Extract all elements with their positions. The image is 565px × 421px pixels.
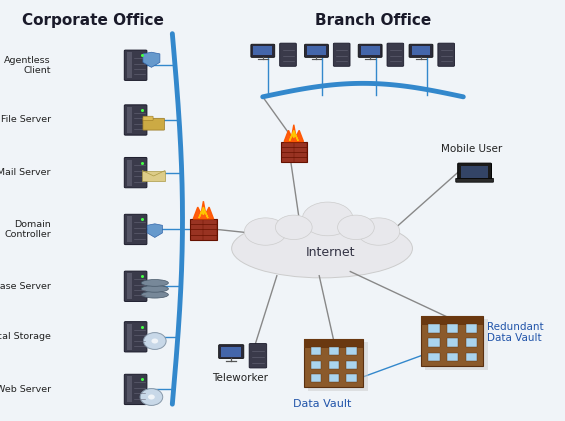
Ellipse shape bbox=[141, 285, 168, 292]
FancyBboxPatch shape bbox=[124, 105, 147, 135]
Text: Database Server: Database Server bbox=[0, 282, 51, 291]
Circle shape bbox=[140, 389, 163, 405]
Text: Teleworker: Teleworker bbox=[212, 373, 268, 383]
Text: Branch Office: Branch Office bbox=[315, 13, 431, 28]
FancyBboxPatch shape bbox=[251, 44, 275, 57]
Ellipse shape bbox=[302, 202, 353, 236]
FancyBboxPatch shape bbox=[346, 347, 357, 355]
FancyBboxPatch shape bbox=[127, 107, 132, 133]
Text: Data Vault: Data Vault bbox=[293, 399, 351, 409]
FancyBboxPatch shape bbox=[458, 163, 492, 180]
Text: Agentless
Client: Agentless Client bbox=[4, 56, 51, 75]
FancyBboxPatch shape bbox=[281, 141, 307, 162]
FancyBboxPatch shape bbox=[428, 353, 440, 361]
FancyBboxPatch shape bbox=[421, 316, 483, 366]
FancyBboxPatch shape bbox=[143, 118, 164, 130]
Text: Corporate Office: Corporate Office bbox=[22, 13, 164, 28]
FancyBboxPatch shape bbox=[409, 44, 433, 57]
FancyBboxPatch shape bbox=[447, 353, 458, 361]
FancyBboxPatch shape bbox=[124, 214, 147, 245]
FancyBboxPatch shape bbox=[221, 347, 241, 357]
FancyBboxPatch shape bbox=[329, 361, 339, 369]
FancyBboxPatch shape bbox=[428, 338, 440, 347]
FancyBboxPatch shape bbox=[428, 324, 440, 333]
FancyBboxPatch shape bbox=[190, 219, 217, 240]
FancyBboxPatch shape bbox=[127, 52, 132, 78]
Polygon shape bbox=[284, 125, 303, 141]
FancyBboxPatch shape bbox=[127, 273, 132, 299]
FancyBboxPatch shape bbox=[124, 271, 147, 301]
Ellipse shape bbox=[141, 280, 168, 286]
FancyBboxPatch shape bbox=[311, 347, 321, 355]
FancyBboxPatch shape bbox=[412, 46, 431, 56]
FancyBboxPatch shape bbox=[438, 43, 454, 66]
FancyBboxPatch shape bbox=[329, 374, 339, 382]
FancyBboxPatch shape bbox=[358, 44, 382, 57]
FancyBboxPatch shape bbox=[387, 43, 403, 66]
FancyBboxPatch shape bbox=[124, 322, 147, 352]
FancyBboxPatch shape bbox=[124, 157, 147, 188]
FancyBboxPatch shape bbox=[127, 216, 132, 242]
Text: Local Storage: Local Storage bbox=[0, 332, 51, 341]
Text: Domain
Controller: Domain Controller bbox=[4, 220, 51, 239]
FancyBboxPatch shape bbox=[447, 324, 458, 333]
Circle shape bbox=[144, 333, 166, 349]
Text: Web Server: Web Server bbox=[0, 385, 51, 394]
Text: Redundant
Data Vault: Redundant Data Vault bbox=[487, 322, 544, 344]
FancyBboxPatch shape bbox=[466, 338, 477, 347]
Circle shape bbox=[151, 338, 158, 344]
FancyBboxPatch shape bbox=[361, 46, 380, 56]
Text: eMail Server: eMail Server bbox=[0, 168, 51, 177]
Polygon shape bbox=[199, 207, 208, 218]
FancyBboxPatch shape bbox=[346, 374, 357, 382]
Text: Mobile User: Mobile User bbox=[441, 144, 502, 154]
FancyBboxPatch shape bbox=[127, 376, 132, 402]
FancyBboxPatch shape bbox=[305, 44, 328, 57]
FancyBboxPatch shape bbox=[249, 344, 267, 368]
Polygon shape bbox=[289, 131, 298, 141]
Circle shape bbox=[148, 394, 155, 400]
Ellipse shape bbox=[244, 218, 287, 245]
Text: File Server: File Server bbox=[1, 115, 51, 125]
FancyBboxPatch shape bbox=[124, 374, 147, 405]
Ellipse shape bbox=[357, 218, 399, 245]
FancyBboxPatch shape bbox=[461, 166, 488, 178]
Ellipse shape bbox=[141, 291, 168, 298]
FancyBboxPatch shape bbox=[456, 179, 493, 182]
FancyBboxPatch shape bbox=[304, 339, 363, 387]
FancyBboxPatch shape bbox=[425, 319, 488, 370]
FancyBboxPatch shape bbox=[142, 171, 165, 181]
FancyBboxPatch shape bbox=[311, 361, 321, 369]
FancyBboxPatch shape bbox=[421, 316, 483, 325]
FancyBboxPatch shape bbox=[143, 116, 153, 120]
FancyBboxPatch shape bbox=[333, 43, 350, 66]
Text: Internet: Internet bbox=[306, 246, 355, 259]
FancyBboxPatch shape bbox=[311, 374, 321, 382]
FancyBboxPatch shape bbox=[127, 324, 132, 350]
Polygon shape bbox=[147, 224, 163, 237]
FancyBboxPatch shape bbox=[304, 339, 363, 348]
FancyBboxPatch shape bbox=[307, 46, 326, 56]
FancyBboxPatch shape bbox=[466, 353, 477, 361]
FancyBboxPatch shape bbox=[254, 46, 272, 56]
FancyBboxPatch shape bbox=[447, 338, 458, 347]
FancyBboxPatch shape bbox=[280, 43, 296, 66]
FancyBboxPatch shape bbox=[127, 160, 132, 186]
Ellipse shape bbox=[337, 215, 374, 240]
FancyBboxPatch shape bbox=[308, 342, 367, 391]
FancyBboxPatch shape bbox=[124, 50, 147, 80]
Ellipse shape bbox=[232, 219, 412, 278]
FancyBboxPatch shape bbox=[466, 324, 477, 333]
FancyBboxPatch shape bbox=[346, 361, 357, 369]
Polygon shape bbox=[193, 201, 214, 219]
Ellipse shape bbox=[275, 215, 312, 240]
FancyBboxPatch shape bbox=[329, 347, 339, 355]
Polygon shape bbox=[143, 52, 160, 67]
FancyBboxPatch shape bbox=[219, 345, 244, 359]
